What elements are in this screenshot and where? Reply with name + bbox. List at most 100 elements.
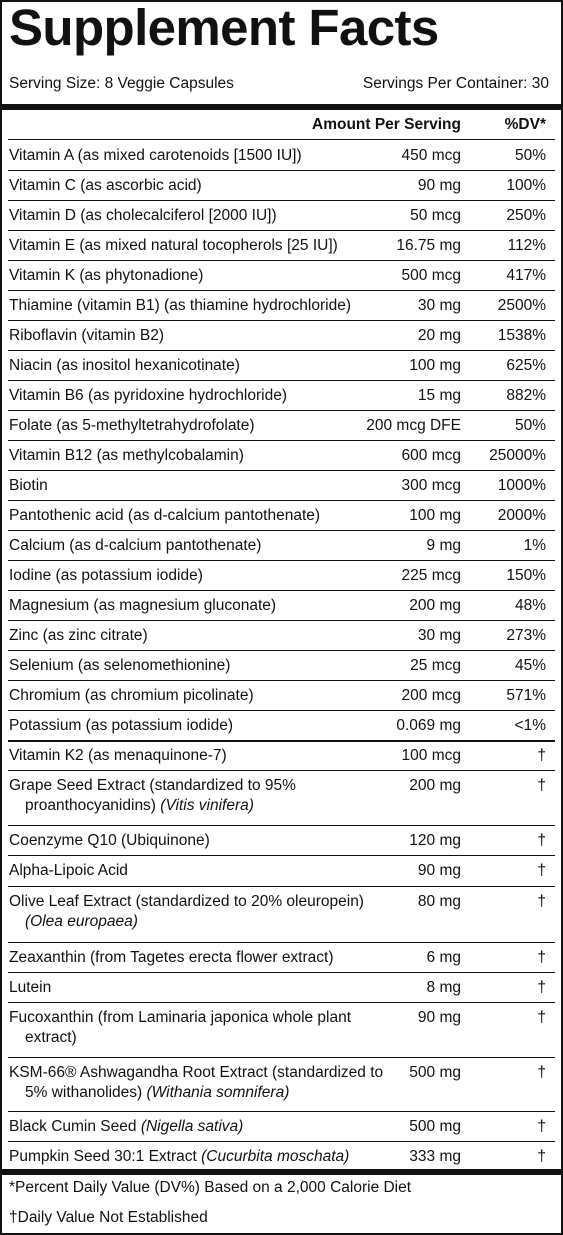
nutrient-label: Riboflavin (vitamin B2) — [9, 327, 165, 344]
nutrient-dv: 25000% — [489, 447, 546, 464]
nutrient-label: Vitamin D (as cholecalciferol [2000 IU]) — [9, 207, 277, 224]
footnote-dv: *Percent Daily Value (DV%) Based on a 2,… — [9, 1179, 412, 1196]
nutrient-name: Vitamin C (as ascorbic acid) — [9, 176, 399, 196]
ingredient-latin-name: (Nigella sativa) — [140, 1118, 244, 1135]
nutrient-dv: 48% — [514, 597, 546, 614]
nutrient-dv: 2000% — [497, 507, 546, 524]
nutrient-label: Iodine (as potassium iodide) — [9, 567, 203, 584]
row-divider — [8, 380, 555, 381]
row-divider — [8, 290, 555, 291]
ingredient-label: Olive Leaf Extract (standardized to 20% … — [9, 893, 364, 910]
row-divider — [8, 200, 555, 201]
nutrient-amount: 450 mcg — [401, 147, 461, 164]
nutrient-label: Selenium (as selenomethionine) — [9, 657, 231, 674]
nutrient-name: Niacin (as inositol hexanicotinate) — [9, 356, 399, 376]
ingredient-name: Fucoxanthin (from Laminaria japonica who… — [9, 1008, 405, 1048]
ingredient-name: Alpha-Lipoic Acid — [9, 861, 399, 881]
ingredient-latin-name: (Vitis vinifera) — [160, 797, 254, 814]
row-divider — [8, 1057, 555, 1058]
nutrient-name: Potassium (as potassium iodide) — [9, 716, 399, 736]
nutrient-amount: 30 mg — [417, 627, 461, 644]
nutrient-label: Calcium (as d-calcium pantothenate) — [9, 537, 262, 554]
nutrient-name: Vitamin B12 (as methylcobalamin) — [9, 446, 399, 466]
row-divider — [8, 530, 555, 531]
nutrient-label: Thiamine (vitamin B1) (as thiamine hydro… — [9, 297, 351, 314]
ingredient-latin-name: (Cucurbita moschata) — [201, 1148, 350, 1165]
row-divider — [8, 470, 555, 471]
nutrient-dv: 250% — [506, 207, 546, 224]
servings-per-container: Servings Per Container: 30 — [362, 75, 549, 92]
row-divider — [8, 710, 555, 711]
nutrient-label: Chromium (as chromium picolinate) — [9, 687, 254, 704]
ingredient-dv: † — [537, 949, 546, 966]
top-thick-rule — [2, 104, 561, 110]
nutrient-name: Vitamin E (as mixed natural tocopherols … — [9, 236, 399, 256]
nutrient-name: Selenium (as selenomethionine) — [9, 656, 399, 676]
ingredient-label: KSM-66® Ashwagandha Root Extract (standa… — [9, 1064, 384, 1101]
bottom-thick-rule — [2, 1169, 561, 1175]
row-divider — [8, 1111, 555, 1112]
nutrient-amount: 500 mcg — [401, 267, 461, 284]
ingredient-label: Fucoxanthin (from Laminaria japonica who… — [9, 1009, 352, 1046]
ingredient-name: Olive Leaf Extract (standardized to 20% … — [9, 892, 405, 932]
nutrient-name: Vitamin B6 (as pyridoxine hydrochloride) — [9, 386, 399, 406]
ingredient-amount: 6 mg — [426, 949, 461, 966]
ingredient-dv: † — [537, 1064, 546, 1081]
ingredient-amount: 90 mg — [417, 862, 461, 879]
row-divider — [8, 590, 555, 591]
row-divider — [8, 1002, 555, 1003]
nutrient-name: Riboflavin (vitamin B2) — [9, 326, 399, 346]
row-divider — [8, 500, 555, 501]
nutrient-name: Iodine (as potassium iodide) — [9, 566, 399, 586]
ingredient-label: Vitamin K2 (as menaquinone-7) — [9, 747, 227, 764]
row-divider — [8, 942, 555, 943]
row-divider — [8, 560, 555, 561]
nutrient-amount: 200 mg — [409, 597, 461, 614]
row-divider — [8, 620, 555, 621]
row-divider — [8, 825, 555, 826]
row-divider — [8, 170, 555, 171]
nutrient-dv: 571% — [506, 687, 546, 704]
row-divider — [8, 1141, 555, 1142]
ingredient-dv: † — [537, 862, 546, 879]
row-divider — [8, 440, 555, 441]
nutrient-label: Zinc (as zinc citrate) — [9, 627, 148, 644]
ingredient-label: Zeaxanthin (from Tagetes erecta flower e… — [9, 949, 334, 966]
nutrient-name: Calcium (as d-calcium pantothenate) — [9, 536, 399, 556]
row-divider — [8, 320, 555, 321]
row-divider — [8, 770, 555, 771]
row-divider — [8, 650, 555, 651]
ingredient-name: Zeaxanthin (from Tagetes erecta flower e… — [9, 948, 399, 968]
nutrient-name: Zinc (as zinc citrate) — [9, 626, 399, 646]
nutrient-amount: 50 mcg — [410, 207, 461, 224]
nutrient-name: Thiamine (vitamin B1) (as thiamine hydro… — [9, 296, 399, 316]
column-header: Amount Per Serving %DV* — [2, 116, 561, 138]
nutrient-label: Biotin — [9, 477, 48, 494]
nutrient-dv: 150% — [506, 567, 546, 584]
nutrient-label: Vitamin E (as mixed natural tocopherols … — [9, 237, 338, 254]
ingredient-amount: 500 mg — [409, 1118, 461, 1135]
nutrient-dv: 882% — [506, 387, 546, 404]
nutrient-dv: 112% — [507, 237, 547, 254]
nutrient-dv: <1% — [514, 717, 546, 734]
ingredient-dv: † — [537, 1148, 546, 1165]
dv-header: %DV* — [504, 116, 546, 133]
nutrient-amount: 100 mg — [409, 507, 461, 524]
nutrient-label: Magnesium (as magnesium gluconate) — [9, 597, 277, 614]
ingredient-label: Coenzyme Q10 (Ubiquinone) — [9, 832, 210, 849]
nutrient-amount: 100 mg — [409, 357, 461, 374]
nutrient-name: Folate (as 5-methyltetrahydrofolate) — [9, 416, 399, 436]
nutrient-amount: 25 mcg — [410, 657, 461, 674]
nutrient-dv: 625% — [506, 357, 546, 374]
nutrient-dv: 273% — [506, 627, 546, 644]
ingredient-name: Vitamin K2 (as menaquinone-7) — [9, 746, 399, 766]
nutrient-dv: 1000% — [497, 477, 546, 494]
nutrient-amount: 20 mg — [417, 327, 461, 344]
nutrient-name: Magnesium (as magnesium gluconate) — [9, 596, 399, 616]
row-divider — [8, 410, 555, 411]
ingredient-dv: † — [537, 777, 546, 794]
nutrient-amount: 30 mg — [417, 297, 461, 314]
ingredient-latin-name: (Olea europaea) — [25, 913, 138, 930]
nutrient-amount: 9 mg — [426, 537, 461, 554]
